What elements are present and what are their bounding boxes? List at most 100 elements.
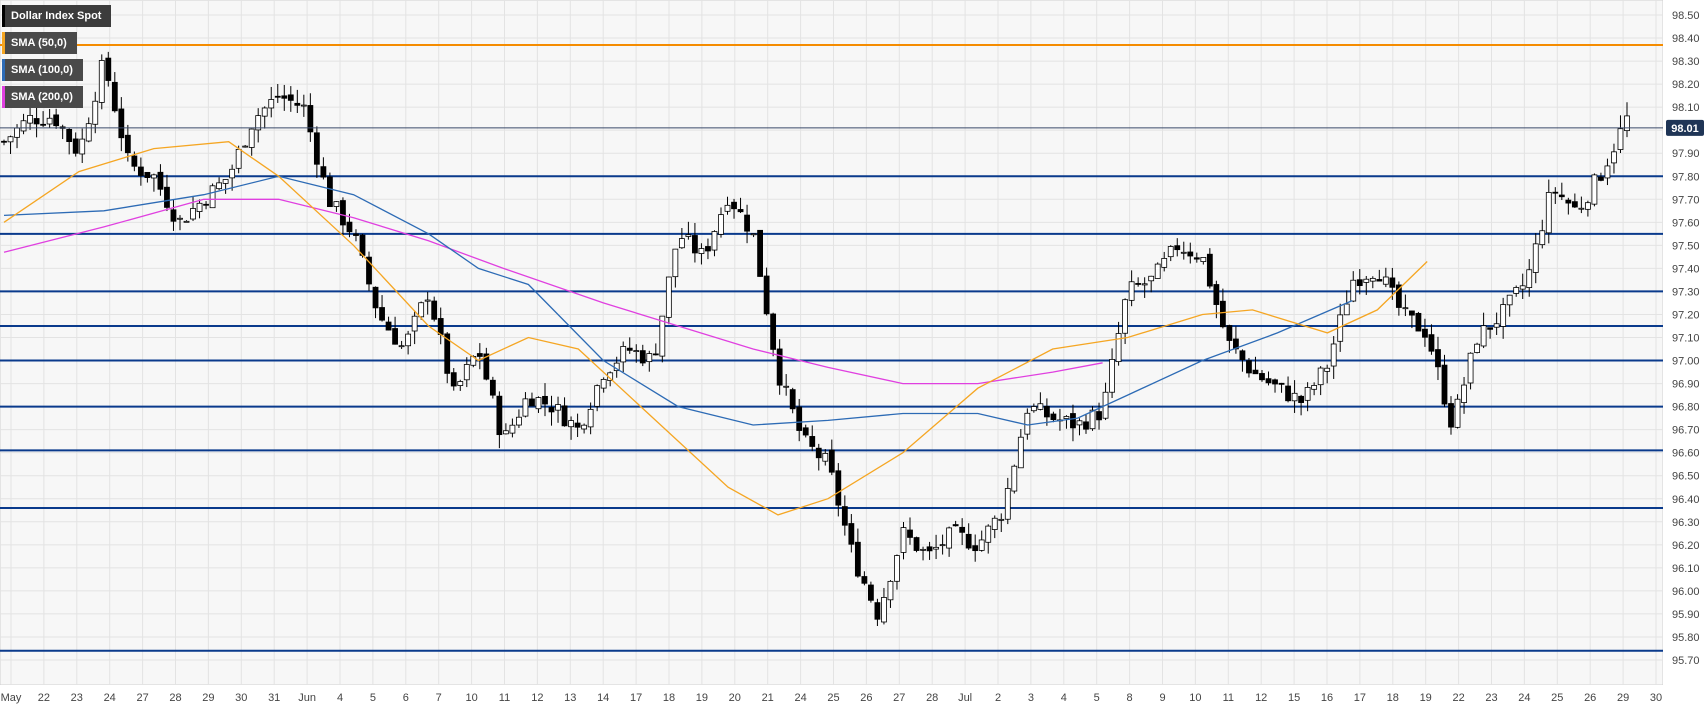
candle-down xyxy=(1298,395,1304,403)
candle-up xyxy=(216,182,222,190)
candle-up xyxy=(1128,281,1135,301)
x-tick-label: 18 xyxy=(1387,692,1399,704)
candle-down xyxy=(340,200,346,226)
candle-down xyxy=(1376,279,1383,282)
y-tick-label: 96.90 xyxy=(1672,379,1700,391)
candle-up xyxy=(1076,420,1083,426)
candle-up xyxy=(522,398,529,417)
x-tick-label: 28 xyxy=(169,692,181,704)
last-price-tag xyxy=(1666,119,1704,136)
legend-sma-50: SMA (50,0) xyxy=(2,32,77,54)
y-tick-label: 96.20 xyxy=(1672,540,1700,552)
candle-up xyxy=(646,353,653,363)
candle-up xyxy=(1526,269,1533,289)
candle-up xyxy=(1291,392,1298,402)
last-price-label: 98.01 xyxy=(1671,123,1699,135)
candle-down xyxy=(53,114,60,127)
candle-up xyxy=(633,350,640,352)
x-tick-label: 31 xyxy=(268,692,280,704)
candle-down xyxy=(835,470,842,506)
candle-down xyxy=(274,95,281,98)
candle-up xyxy=(1037,403,1044,410)
candle-down xyxy=(1206,253,1213,287)
candle-up xyxy=(998,518,1005,521)
y-tick-label: 95.70 xyxy=(1672,655,1700,667)
x-tick-label: 25 xyxy=(827,692,839,704)
candle-up xyxy=(1382,276,1389,285)
candle-up xyxy=(978,539,985,551)
x-tick-label: 15 xyxy=(1288,692,1300,704)
candle-down xyxy=(444,333,451,374)
candle-up xyxy=(333,201,340,207)
candle-down xyxy=(848,523,855,545)
candle-down xyxy=(287,94,294,101)
x-tick-label: 6 xyxy=(403,692,409,704)
candle-down xyxy=(744,214,750,232)
candle-up xyxy=(1454,398,1461,428)
x-tick-label: Jun xyxy=(298,692,316,704)
candle-down xyxy=(770,313,777,350)
x-tick-label: 12 xyxy=(1255,692,1267,704)
candle-down xyxy=(763,275,770,315)
candle-up xyxy=(887,580,894,601)
candle-down xyxy=(854,541,861,577)
candle-up xyxy=(190,208,196,220)
candle-up xyxy=(1513,287,1520,294)
candle-down xyxy=(1070,413,1076,429)
candle-down xyxy=(294,102,301,106)
candle-up xyxy=(881,597,887,623)
candle-up xyxy=(581,424,588,430)
candle-up xyxy=(1024,412,1031,435)
candle-down xyxy=(868,584,874,601)
candle-down xyxy=(1272,379,1278,385)
x-tick-label: 28 xyxy=(926,692,938,704)
y-axis-area xyxy=(1663,0,1707,712)
candle-down xyxy=(111,81,118,112)
candle-down xyxy=(1278,382,1285,385)
candle-up xyxy=(600,378,607,389)
candle-down xyxy=(327,176,333,208)
x-tick-label: 8 xyxy=(1127,692,1133,704)
candle-up xyxy=(14,127,20,138)
plot-area xyxy=(0,0,1664,686)
y-tick-label: 96.40 xyxy=(1672,494,1700,506)
candle-down xyxy=(561,405,568,427)
candle-up xyxy=(783,385,790,388)
candle-up xyxy=(1461,384,1467,403)
candle-up xyxy=(1089,409,1096,430)
sma-100-line xyxy=(3,175,1353,426)
candle-up xyxy=(1017,436,1024,469)
candle-down xyxy=(489,379,496,396)
candle-down xyxy=(1435,349,1441,368)
candle-down xyxy=(828,449,835,473)
y-tick-label: 96.80 xyxy=(1672,402,1700,414)
candle-down xyxy=(1571,201,1578,208)
candle-down xyxy=(1213,284,1220,305)
x-tick-label: 24 xyxy=(1518,692,1530,704)
candle-up xyxy=(672,248,679,278)
x-tick-label: 13 xyxy=(564,692,576,704)
candle-down xyxy=(496,395,503,436)
candle-up xyxy=(242,145,249,148)
candle-down xyxy=(965,533,972,549)
candle-down xyxy=(731,201,737,210)
candle-up xyxy=(20,120,27,132)
candle-down xyxy=(652,353,659,356)
candle-down xyxy=(874,602,881,620)
candle-down xyxy=(431,300,438,320)
x-tick-label: 30 xyxy=(1650,692,1662,704)
candle-down xyxy=(529,398,535,407)
candle-up xyxy=(7,136,14,143)
candle-down xyxy=(1135,283,1142,285)
x-tick-label: 20 xyxy=(729,692,741,704)
candle-down xyxy=(437,318,444,335)
y-tick-label: 96.60 xyxy=(1672,448,1700,460)
candle-down xyxy=(1050,413,1057,421)
candle-down xyxy=(809,436,816,447)
candle-up xyxy=(678,238,685,249)
candle-down xyxy=(692,235,698,254)
candle-down xyxy=(379,307,385,321)
candle-up xyxy=(1467,352,1474,384)
candle-down xyxy=(33,118,40,125)
candle-down xyxy=(757,229,763,277)
